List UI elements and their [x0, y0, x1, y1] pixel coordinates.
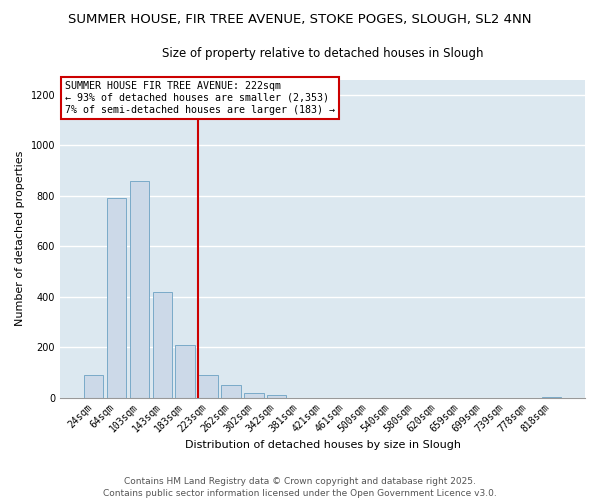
Bar	[267, 395, 286, 398]
Bar	[244, 392, 263, 398]
Title: Size of property relative to detached houses in Slough: Size of property relative to detached ho…	[162, 48, 483, 60]
Bar	[542, 396, 561, 398]
Text: Contains HM Land Registry data © Crown copyright and database right 2025.
Contai: Contains HM Land Registry data © Crown c…	[103, 476, 497, 498]
Y-axis label: Number of detached properties: Number of detached properties	[15, 151, 25, 326]
Bar	[107, 198, 126, 398]
Bar	[84, 375, 103, 398]
Text: SUMMER HOUSE FIR TREE AVENUE: 222sqm
← 93% of detached houses are smaller (2,353: SUMMER HOUSE FIR TREE AVENUE: 222sqm ← 9…	[65, 82, 335, 114]
Bar	[152, 292, 172, 398]
X-axis label: Distribution of detached houses by size in Slough: Distribution of detached houses by size …	[185, 440, 461, 450]
Bar	[130, 180, 149, 398]
Bar	[199, 375, 218, 398]
Text: SUMMER HOUSE, FIR TREE AVENUE, STOKE POGES, SLOUGH, SL2 4NN: SUMMER HOUSE, FIR TREE AVENUE, STOKE POG…	[68, 12, 532, 26]
Bar	[221, 385, 241, 398]
Bar	[175, 344, 195, 398]
